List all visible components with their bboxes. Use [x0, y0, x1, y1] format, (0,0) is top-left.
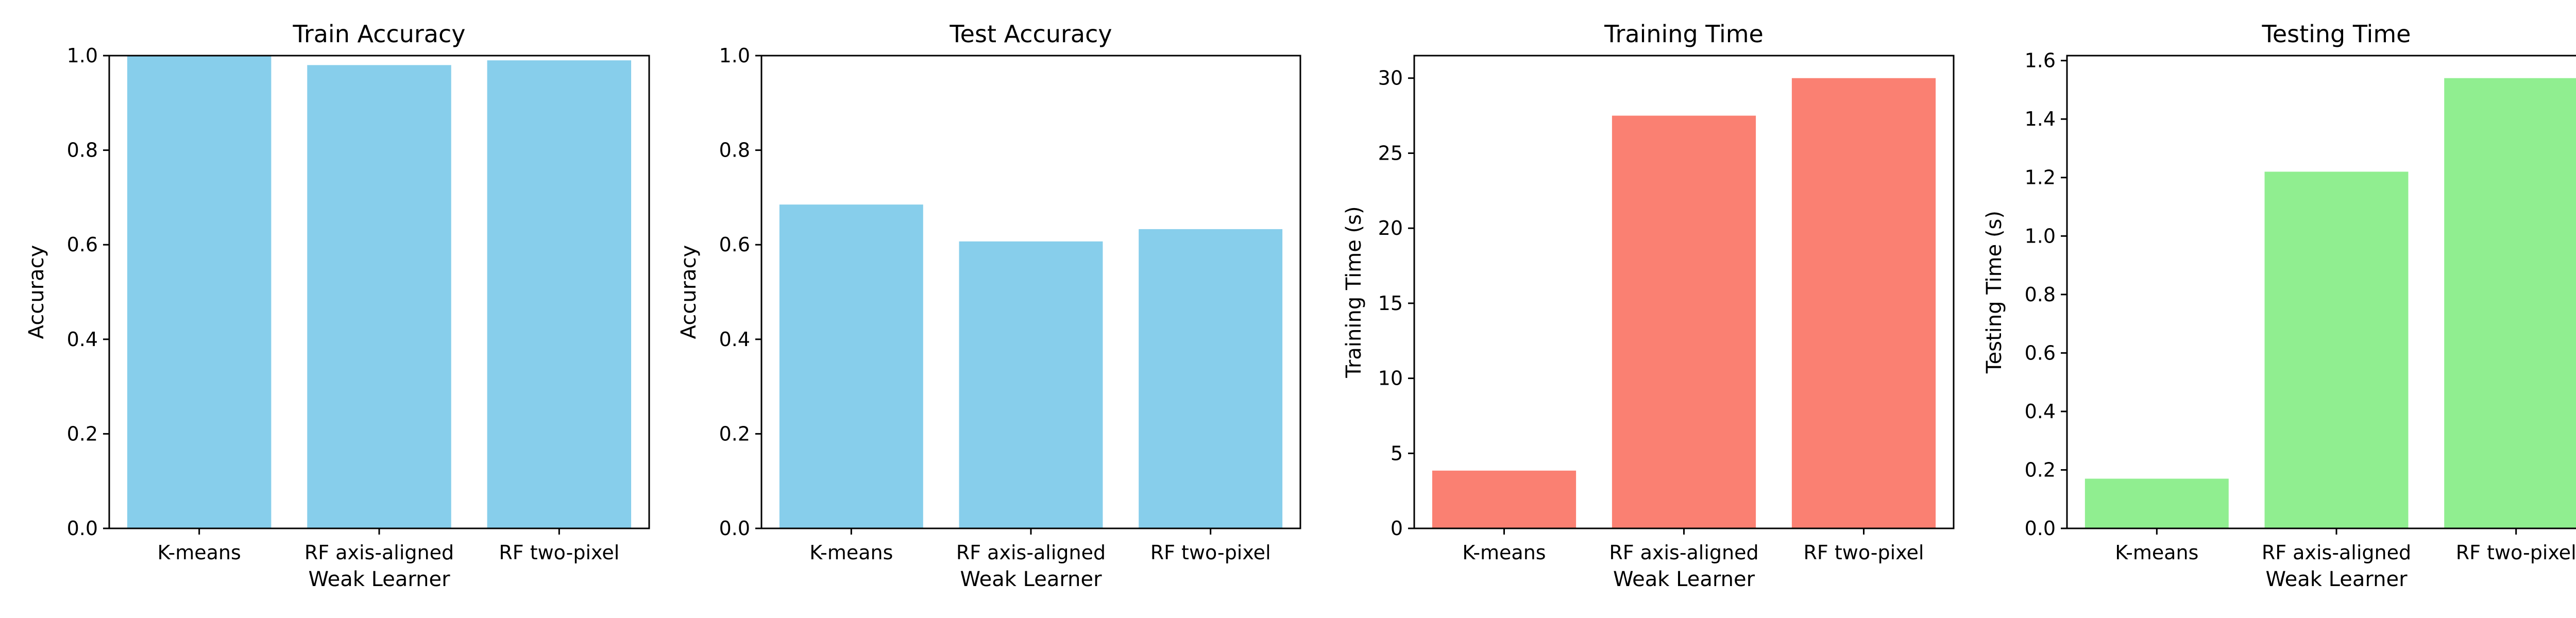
x-tick-label: RF axis-aligned	[304, 541, 454, 564]
y-axis-label: Accuracy	[677, 245, 701, 339]
x-axis-label: Weak Learner	[1613, 568, 1755, 591]
y-tick-label: 0.0	[2025, 517, 2056, 540]
x-tick-label: K-means	[158, 541, 241, 564]
y-tick-label: 0.4	[67, 328, 98, 351]
y-tick-label: 0.0	[67, 517, 98, 540]
bar	[1791, 78, 1936, 528]
x-tick-label: RF two-pixel	[499, 541, 619, 564]
bar	[2444, 78, 2576, 528]
y-tick-label: 1.4	[2025, 108, 2056, 130]
y-tick-label: 0	[1391, 517, 1403, 540]
chart-title: Training Time	[1604, 20, 1764, 48]
x-axis-label: Weak Learner	[2265, 568, 2408, 591]
y-axis-label: Testing Time (s)	[1982, 211, 2006, 374]
x-tick-label: K-means	[1462, 541, 1546, 564]
bar	[127, 56, 272, 528]
y-tick-label: 25	[1378, 142, 1403, 164]
y-tick-label: 0.8	[67, 139, 98, 162]
x-axis-label: Weak Learner	[308, 568, 450, 591]
x-tick-label: RF two-pixel	[1150, 541, 1271, 564]
y-tick-label: 0.0	[719, 517, 750, 540]
y-tick-label: 0.2	[719, 422, 750, 445]
y-tick-label: 0.2	[67, 422, 98, 445]
bar	[1432, 470, 1577, 528]
y-tick-label: 0.6	[67, 233, 98, 256]
y-tick-label: 1.0	[719, 44, 750, 67]
x-tick-label: K-means	[809, 541, 893, 564]
bar	[779, 204, 923, 528]
y-axis-label: Accuracy	[25, 245, 48, 339]
chart-panel-4: 0.0 0.2 0.4 0.6 0.8 1.0 1.2 1.4 1.6 K-means RF axi…	[1982, 20, 2576, 591]
x-axis-label: Weak Learner	[960, 568, 1102, 591]
x-tick-label: RF two-pixel	[1804, 541, 1924, 564]
x-tick-label: K-means	[2115, 541, 2198, 564]
bar	[959, 241, 1103, 528]
y-tick-label: 0.4	[719, 328, 750, 351]
y-tick-label: 20	[1378, 217, 1403, 239]
chart-title: Train Accuracy	[292, 20, 465, 48]
y-tick-label: 30	[1378, 67, 1403, 90]
chart-panel-1: 0.0 0.2 0.4 0.6 0.8 1.0 K-means RF axis-aligned…	[25, 20, 650, 591]
y-tick-label: 10	[1378, 367, 1403, 390]
y-tick-label: 15	[1378, 292, 1403, 315]
bar	[487, 60, 632, 529]
y-tick-label: 1.0	[2025, 225, 2056, 247]
x-tick-label: RF axis-aligned	[956, 541, 1106, 564]
y-tick-label: 1.0	[67, 44, 98, 67]
chart-title: Testing Time	[2262, 20, 2411, 48]
x-tick-label: RF axis-aligned	[1609, 541, 1758, 564]
y-axis-label: Training Time (s)	[1342, 206, 1366, 378]
y-tick-label: 1.6	[2025, 49, 2056, 72]
y-tick-label: 0.6	[2025, 341, 2056, 364]
y-tick-label: 5	[1391, 442, 1403, 465]
bar	[1612, 115, 1756, 529]
bar	[2264, 171, 2409, 528]
y-tick-label: 0.6	[719, 233, 750, 256]
bar	[307, 65, 451, 529]
y-tick-label: 0.4	[2025, 400, 2056, 423]
y-tick-label: 1.2	[2025, 166, 2056, 189]
chart-panel-2: 0.0 0.2 0.4 0.6 0.8 1.0 K-means RF axis-aligned…	[677, 20, 1301, 591]
x-tick-label: RF two-pixel	[2456, 541, 2576, 564]
x-tick-label: RF axis-aligned	[2262, 541, 2411, 564]
chart-panel-3: 0 5 10 15 20 25 30 K-means RF axis-aligned RF two…	[1342, 20, 1955, 591]
y-tick-label: 0.8	[2025, 283, 2056, 306]
bar	[1139, 229, 1283, 528]
chart-title: Test Accuracy	[949, 20, 1112, 48]
y-tick-label: 0.8	[719, 139, 750, 162]
y-tick-label: 0.2	[2025, 458, 2056, 481]
bar	[2084, 478, 2229, 528]
